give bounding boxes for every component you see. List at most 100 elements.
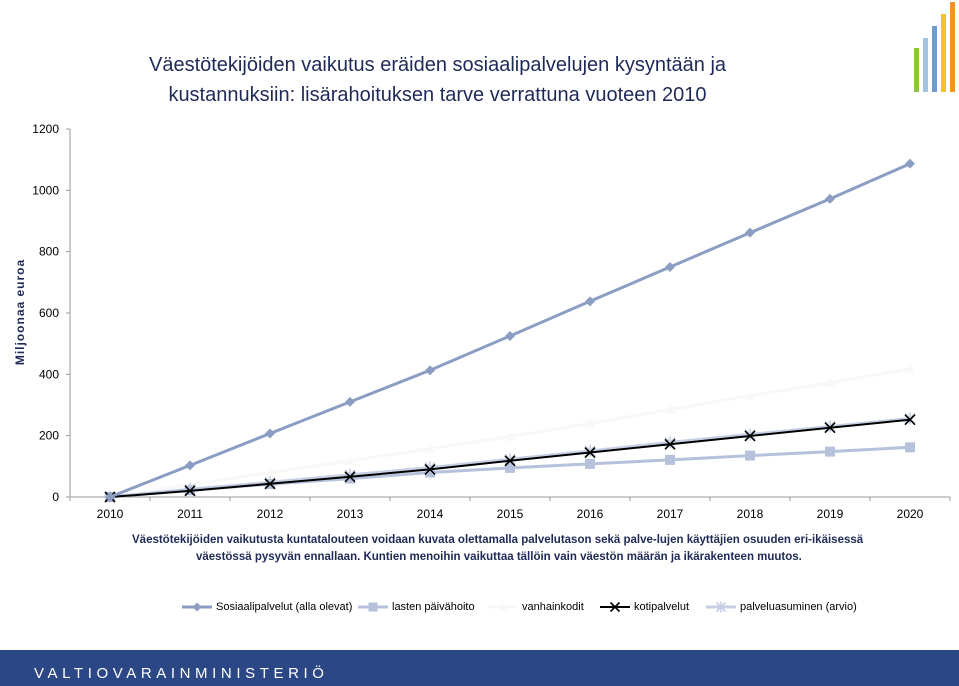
data-point [425,443,435,453]
data-point [664,436,676,449]
legend-marker [498,602,508,611]
data-point [265,467,275,477]
data-point [105,492,115,502]
legend-item-vanhainkodit: vanhainkodit [486,596,584,618]
data-point [665,454,675,465]
data-point [584,445,596,457]
data-point [905,158,915,169]
y-tick-label: 400 [39,367,59,381]
legend-item-sosiaalipalvelut: Sosiaalipalvelut (alla olevat) [180,596,352,618]
logo-bar [950,2,955,92]
footer-bar: VALTIOVARAINMINISTERIÖ [0,650,959,686]
legend-item-palveluasuminen: palveluasuminen (arvio) [704,596,857,618]
y-tick-label: 800 [39,245,59,259]
legend-marker [192,602,202,612]
data-point [425,365,435,376]
y-tick-label: 0 [52,490,59,504]
x-tick-label: 2015 [497,507,524,521]
legend-item-kotipalvelut: kotipalvelut [598,596,689,618]
data-point [825,377,835,387]
series-2 [105,363,915,501]
logo-bar [914,48,919,92]
legend-marker [715,601,727,613]
data-point [185,460,195,471]
chart-legend: Sosiaalipalvelut (alla olevat) lasten pä… [0,596,959,618]
data-point [504,455,516,467]
title-line-1: Väestötekijöiden vaikutus eräiden sosiaa… [148,54,727,76]
data-point [585,296,595,307]
chart-footnote: Väestötekijöiden vaikutusta kuntataloute… [132,532,892,566]
data-point [505,331,515,341]
data-point [745,450,755,461]
data-point [585,418,595,428]
x-tick-label: 2013 [337,507,364,521]
legend-marker-square-icon [358,602,388,612]
footnote-line-2: väestössä pysyvän ennallaan. Kuntien men… [196,551,802,563]
data-point [824,420,836,433]
legend-marker-star-icon [706,601,736,613]
page-title: Väestötekijöiden vaikutus eräiden sosiaa… [0,50,875,110]
legend-marker-triangle-icon [488,602,518,611]
data-point [665,404,675,414]
legend-label: palveluasuminen (arvio) [740,601,857,613]
data-point [905,363,915,373]
data-point [584,446,596,459]
data-point [585,458,595,469]
logo-bars-icon [914,2,955,92]
y-tick-label: 1000 [32,183,59,197]
y-axis-label: Miljoonaa euroa [13,259,27,365]
legend-item-lasten-paivahoito: lasten päivähoito [356,596,475,618]
data-point [825,193,835,204]
legend-marker [609,601,621,613]
x-tick-label: 2020 [897,507,924,521]
data-point [664,438,676,450]
legend-label: Sosiaalipalvelut (alla olevat) [216,601,353,613]
x-tick-label: 2016 [577,507,604,521]
data-point [745,227,755,238]
data-point [345,396,355,407]
logo-bar [932,26,937,92]
legend-marker-x-icon [600,601,630,613]
legend-label: kotipalvelut [634,601,690,613]
x-tick-label: 2018 [737,507,764,521]
data-point [905,442,915,453]
data-point [745,390,755,400]
data-point [505,462,515,473]
x-tick-label: 2017 [657,507,684,521]
x-tick-label: 2012 [257,507,284,521]
legend-marker [368,602,378,612]
x-tick-label: 2019 [817,507,844,521]
data-point [904,414,916,426]
series-0 [105,158,915,502]
data-point [264,478,276,490]
data-point [425,467,435,478]
data-point [744,428,756,441]
footnote-line-1: Väestötekijöiden vaikutusta kuntataloute… [132,534,864,546]
data-point [345,455,355,465]
title-line-2: kustannuksiin: lisärahoituksen tarve ver… [168,84,707,106]
data-point [344,471,356,483]
data-point [825,446,835,457]
data-point [744,430,756,442]
logo-bar [923,38,928,92]
data-point [904,412,916,425]
legend-label: vanhainkodit [522,601,584,613]
x-tick-label: 2010 [97,507,124,521]
series-3 [104,414,916,503]
legend-label: lasten päivähoito [392,601,475,613]
y-tick-label: 600 [39,306,59,320]
data-point [665,262,675,272]
y-tick-label: 200 [39,429,59,443]
y-tick-label: 1200 [32,122,59,136]
data-point [824,422,836,434]
data-point [424,463,436,475]
data-point [345,473,355,484]
x-tick-label: 2014 [417,507,444,521]
data-point [265,428,275,439]
logo-bar [941,14,946,92]
series-4 [104,412,916,503]
data-point [184,485,196,497]
x-tick-label: 2011 [177,507,203,521]
legend-marker-diamond-icon [182,602,212,612]
